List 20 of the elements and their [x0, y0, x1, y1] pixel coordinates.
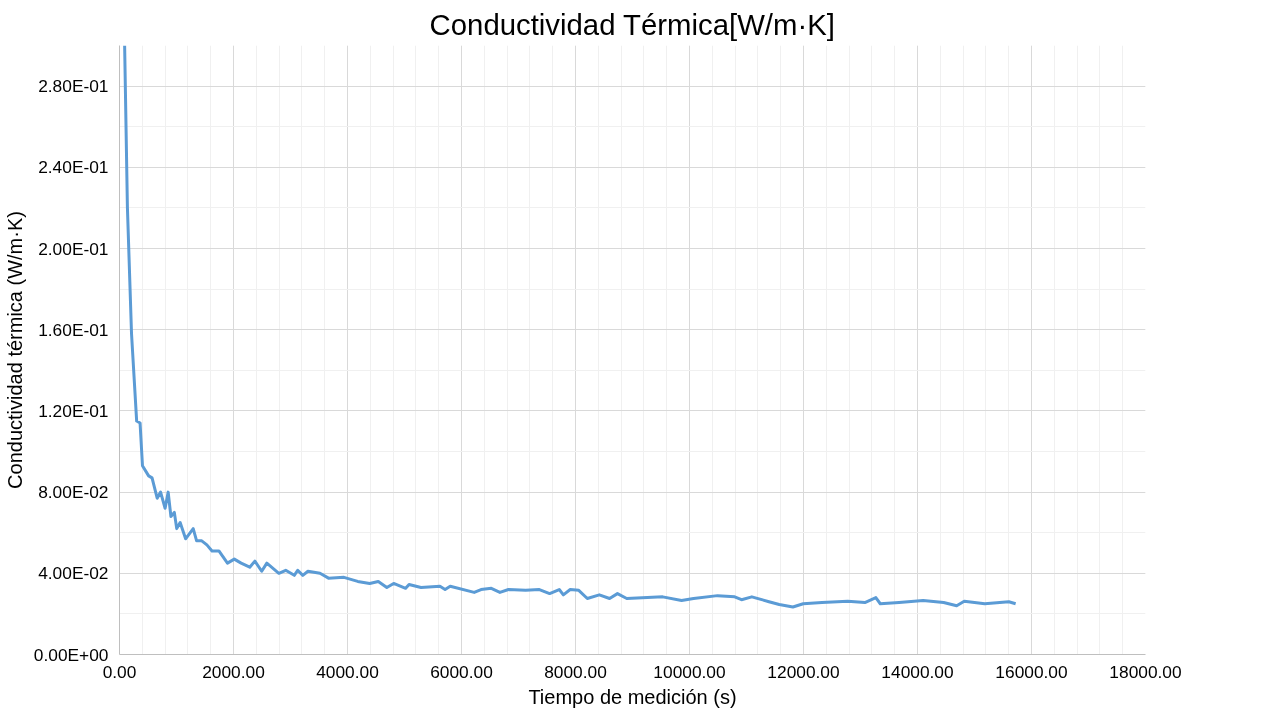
- x-tick-label: 16000.00: [995, 661, 1068, 682]
- line-series: [123, 45, 1018, 609]
- x-tick-label: 12000.00: [767, 661, 840, 682]
- chart-title: Conductividad Térmica[W/m·K]: [429, 7, 835, 41]
- x-tick-label: 14000.00: [881, 661, 954, 682]
- y-tick-label: 1.60E-01: [38, 319, 109, 340]
- x-axis-title: Tiempo de medición (s): [528, 685, 737, 708]
- x-tick-label: 10000.00: [653, 661, 726, 682]
- y-tick-label: 4.00E-02: [38, 563, 109, 584]
- x-tick-label: 2000.00: [202, 661, 265, 682]
- y-tick-label: 8.00E-02: [38, 482, 109, 503]
- x-tick-label: 18000.00: [1109, 661, 1182, 682]
- x-tick-label: 6000.00: [430, 661, 493, 682]
- y-tick-label: 2.40E-01: [38, 157, 109, 178]
- y-tick-label: 2.00E-01: [38, 238, 109, 259]
- y-tick-label: 2.80E-01: [38, 76, 109, 97]
- x-tick-label: 4000.00: [316, 661, 379, 682]
- y-tick-label: 1.20E-01: [38, 400, 109, 421]
- x-tick-label: 8000.00: [544, 661, 607, 682]
- y-axis-title: Conductividad térmica (W/m·K): [3, 211, 26, 489]
